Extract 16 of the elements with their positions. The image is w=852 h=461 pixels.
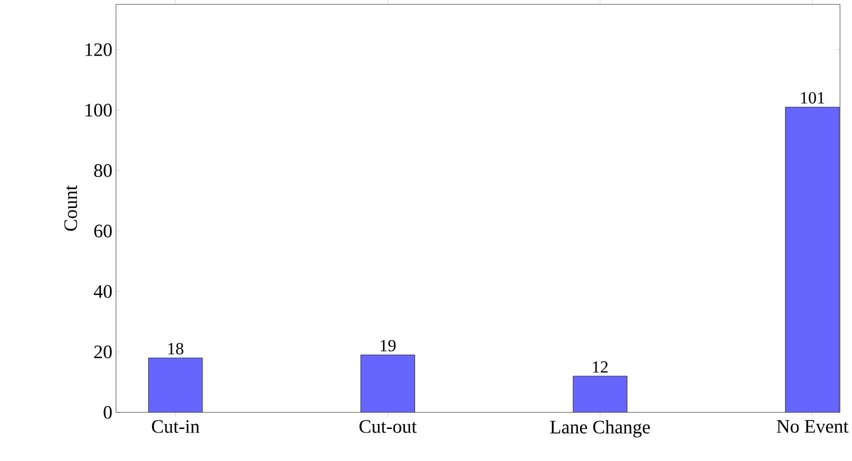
y-tick-label: 120 [86, 43, 112, 56]
data-label: 19 [380, 340, 396, 352]
y-tick-label: 20 [94, 345, 112, 358]
data-label: 18 [168, 342, 184, 354]
x-tick-label: Lane Change [550, 420, 650, 438]
y-tick-label: 80 [94, 164, 112, 177]
y-tick-label: 0 [104, 406, 112, 419]
y-tick-label: 100 [86, 104, 112, 116]
x-tick-label: Cut-in [152, 420, 200, 433]
y-axis-title: Count [64, 185, 78, 231]
y-tick-label: 40 [94, 284, 112, 298]
x-tick-label: Cut-out [360, 420, 417, 433]
x-tick-label: No Event [776, 420, 848, 433]
data-label: 101 [801, 92, 824, 104]
y-tick-label: 60 [94, 224, 112, 238]
data-label: 12 [593, 361, 608, 372]
